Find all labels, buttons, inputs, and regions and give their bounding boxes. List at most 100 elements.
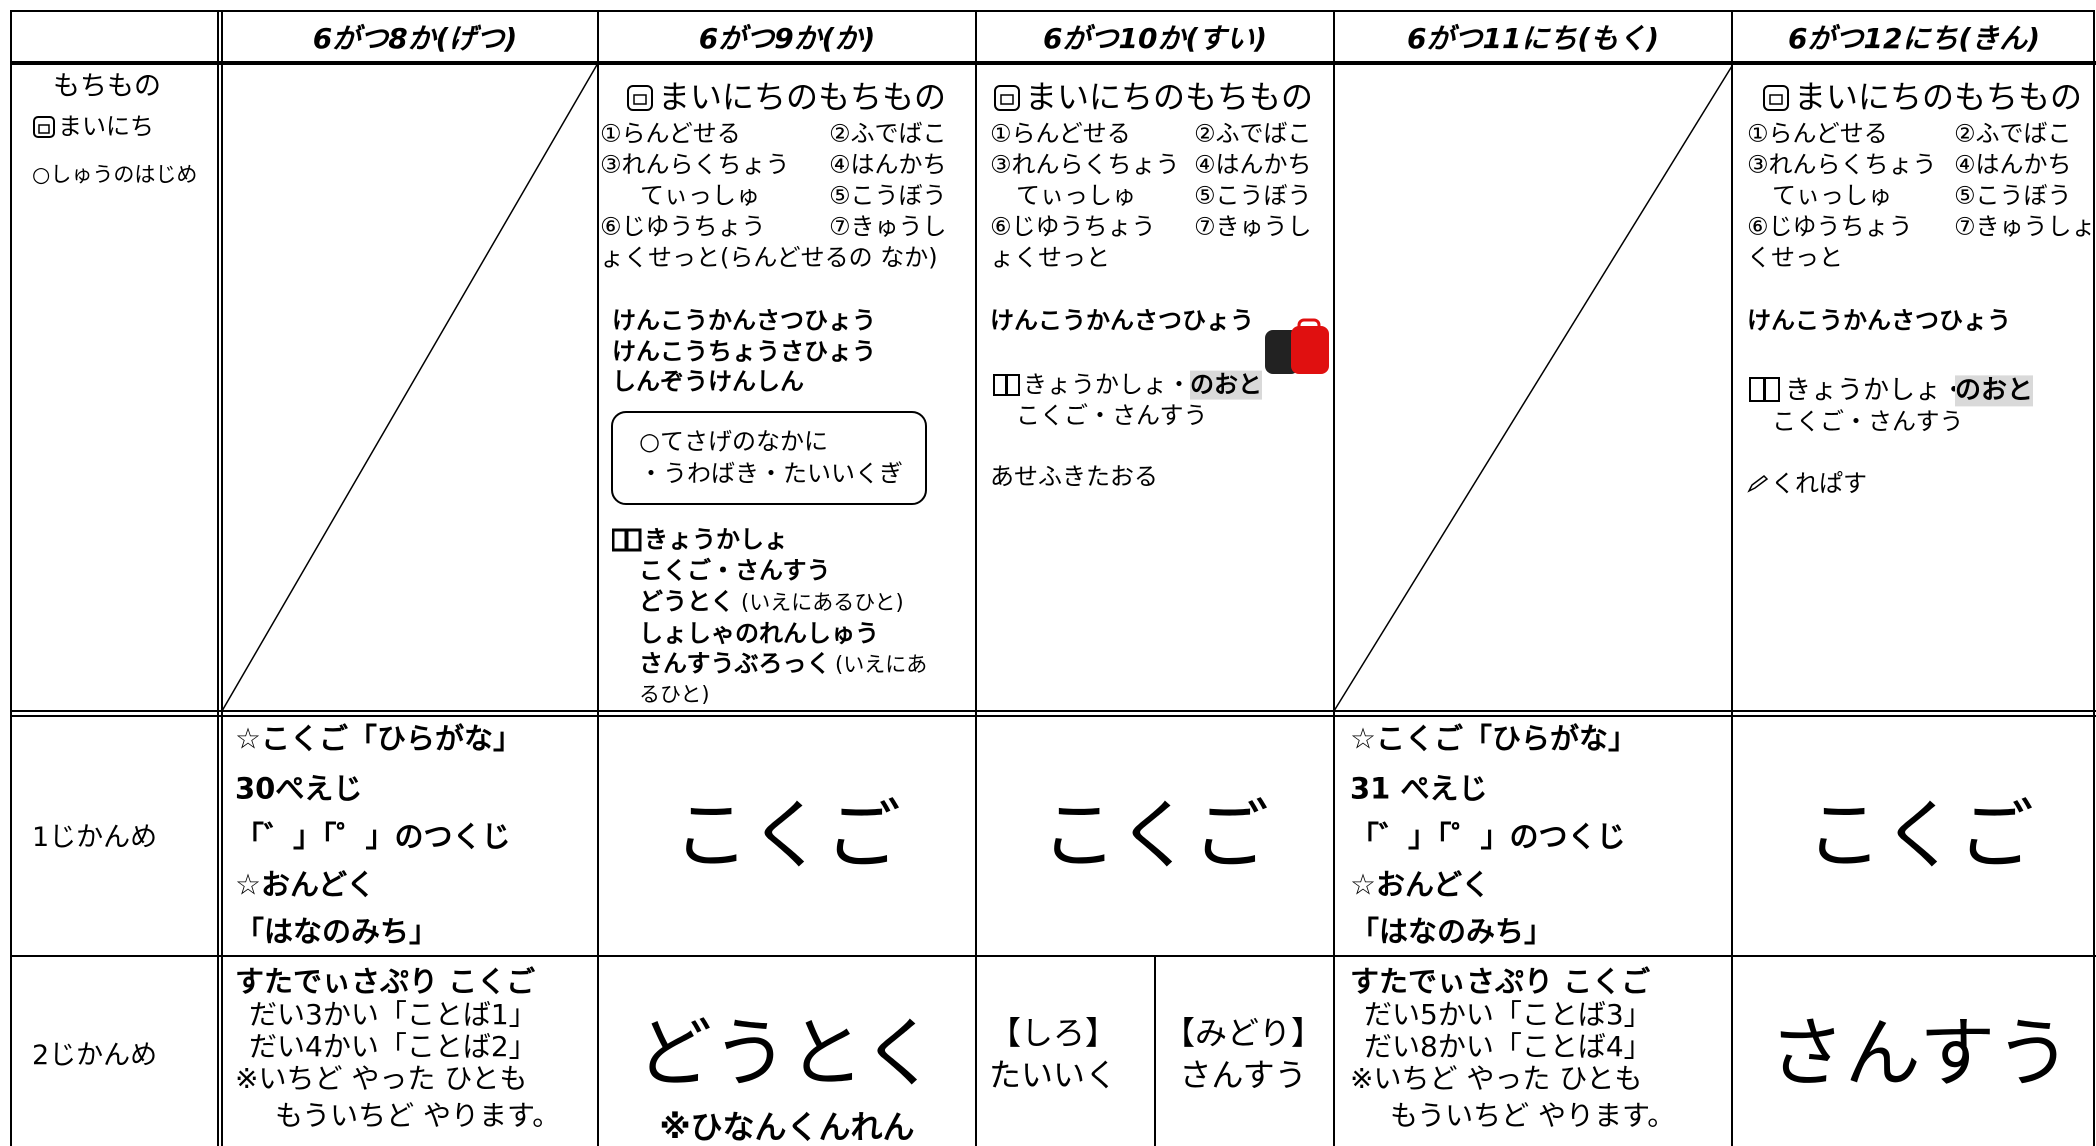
lesson-line: 31 ぺえじ	[1350, 771, 1488, 806]
lesson-line: すたでぃさぷり こくご	[235, 964, 536, 999]
lesson-line: ☆こくご「ひらがな」	[1350, 721, 1637, 756]
lesson-line: ※いちど やった ひとも	[235, 1062, 528, 1096]
textbook: こくご・さんすう	[1772, 407, 1964, 436]
textbook-note: るひと)	[639, 682, 710, 707]
day-header: 6がつ11にち(もく)	[1406, 22, 1660, 56]
item: てぃっしゅ	[640, 181, 760, 210]
lesson-line: 「はなのみち」	[235, 914, 439, 949]
item: ③れんらくちょう	[1747, 150, 1937, 179]
list-title: まいにちのもちもの	[1794, 77, 2083, 116]
textbook: こくご・さんすう	[639, 556, 831, 585]
item: ①らんどせる	[990, 119, 1131, 148]
row-label: まいにち	[58, 112, 154, 141]
group-subject: たいいく	[988, 1055, 1118, 1094]
other-item: あせふきたおる	[990, 462, 1158, 491]
textbook-note: (いえにあるひと)	[741, 590, 904, 615]
item: ①らんどせる	[1747, 119, 1888, 148]
book-icon	[1749, 377, 1780, 402]
item: ②ふでばこ	[829, 119, 947, 148]
row-label: ○しゅうのはじめ	[32, 162, 198, 187]
lesson-line: ☆おんどく	[1350, 867, 1491, 902]
day-header: 6がつ12にち(きん)	[1787, 22, 2041, 56]
item: ④はんかち	[1954, 150, 2072, 179]
lesson-line: すたでぃさぷり こくご	[1350, 964, 1651, 999]
form: けんこうかんさつひょう	[1747, 306, 2011, 335]
bag-icon	[1763, 85, 1789, 111]
textbook: どうとく	[639, 587, 735, 616]
day-header: 6がつ8か(げつ)	[312, 22, 518, 56]
item: ⑦きゅうし	[829, 212, 947, 241]
list-title: まいにちのもちもの	[1025, 77, 1314, 116]
lesson-line: もういちど やります。	[275, 1099, 561, 1133]
item: てぃっしゅ	[1016, 181, 1136, 210]
item: ⑥じゆうちょう	[990, 212, 1156, 241]
textbook: さんすうぶろっく	[639, 649, 831, 678]
item: くせっと	[1747, 243, 1843, 272]
list-title: まいにちのもちもの	[658, 77, 947, 116]
subject: こくご	[1041, 790, 1269, 880]
lesson-line: だい5かい「ことば3」	[1364, 998, 1652, 1032]
item: ⑦きゅうしょ	[1954, 212, 2096, 241]
day-header: 6がつ9か(か)	[698, 22, 876, 56]
item: ④はんかち	[1194, 150, 1312, 179]
item: ⑥じゆうちょう	[1747, 212, 1913, 241]
pencil-icon	[1747, 475, 1769, 493]
book-icon	[612, 528, 642, 552]
bag-icon	[994, 85, 1020, 111]
textbook: きょうかしょ・	[1023, 370, 1191, 399]
item: ②ふでばこ	[1954, 119, 2072, 148]
group-subject: さんすう	[1179, 1055, 1307, 1094]
form: しんぞうけんしん	[612, 367, 804, 396]
group-label: 【みどり】	[1162, 1013, 1324, 1052]
bag-icon	[627, 85, 653, 111]
textbook-note: (いえにあ	[835, 652, 928, 677]
lesson-line: もういちど やります。	[1390, 1099, 1676, 1133]
subject: こくご	[1806, 790, 2034, 880]
row-label: 1じかんめ	[32, 821, 158, 853]
bag-note: ・うわばき・たいいくぎ	[639, 459, 903, 488]
lesson-line: 「゛」「゜」のつくじ	[1350, 819, 1626, 854]
item: ょくせっと	[990, 243, 1110, 272]
item: ①らんどせる	[600, 119, 741, 148]
lesson-line: 30ぺえじ	[235, 771, 363, 806]
item: ⑤こうぼう	[1954, 181, 2072, 210]
textbook: こくご・さんすう	[1016, 401, 1208, 430]
lesson-line: ※いちど やった ひとも	[1350, 1062, 1643, 1096]
lesson-line: 「はなのみち」	[1350, 914, 1554, 949]
item: ⑦きゅうし	[1194, 212, 1312, 241]
subject: どうとく	[636, 1008, 938, 1098]
item: ょくせっと(らんどせるの なか)	[600, 243, 938, 272]
subject: こくご	[673, 790, 901, 880]
lesson-line: ☆おんどく	[235, 867, 376, 902]
row-label: もちもの	[53, 70, 161, 102]
randoseru-image	[1265, 318, 1329, 374]
textbook: きょうかしょ・	[1785, 375, 1968, 406]
item: てぃっしゅ	[1772, 181, 1892, 210]
textbook: しょしゃのれんしゅう	[639, 619, 879, 648]
item: ⑤こうぼう	[1194, 181, 1312, 210]
item: ②ふでばこ	[1194, 119, 1312, 148]
textbook: きょうかしょ	[644, 525, 788, 554]
other-item: くれぱす	[1771, 469, 1867, 498]
textbook: のおと	[1190, 370, 1262, 400]
item: ③れんらくちょう	[600, 150, 790, 179]
subject-note: ※ひなんくんれん	[659, 1107, 915, 1146]
item: ⑥じゆうちょう	[600, 212, 766, 241]
form: けんこうちょうさひょう	[612, 337, 876, 366]
lesson-line: だい4かい「ことば2」	[249, 1030, 537, 1064]
form: けんこうかんさつひょう	[612, 306, 876, 335]
bag-icon	[33, 116, 55, 138]
item: ③れんらくちょう	[990, 150, 1180, 179]
textbook: のおと	[1955, 375, 2034, 407]
lesson-line: だい3かい「ことば1」	[249, 998, 537, 1032]
group-label: 【しろ】	[988, 1013, 1118, 1052]
item: ⑤こうぼう	[829, 181, 947, 210]
subject: さんすう	[1768, 1008, 2072, 1098]
row-label: 2じかんめ	[32, 1039, 158, 1071]
bag-note: ○てさげのなかに	[639, 427, 828, 456]
item: ④はんかち	[829, 150, 947, 179]
lesson-line: 「゛」「゜」のつくじ	[235, 819, 511, 854]
day-header: 6がつ10か(すい)	[1042, 22, 1268, 56]
